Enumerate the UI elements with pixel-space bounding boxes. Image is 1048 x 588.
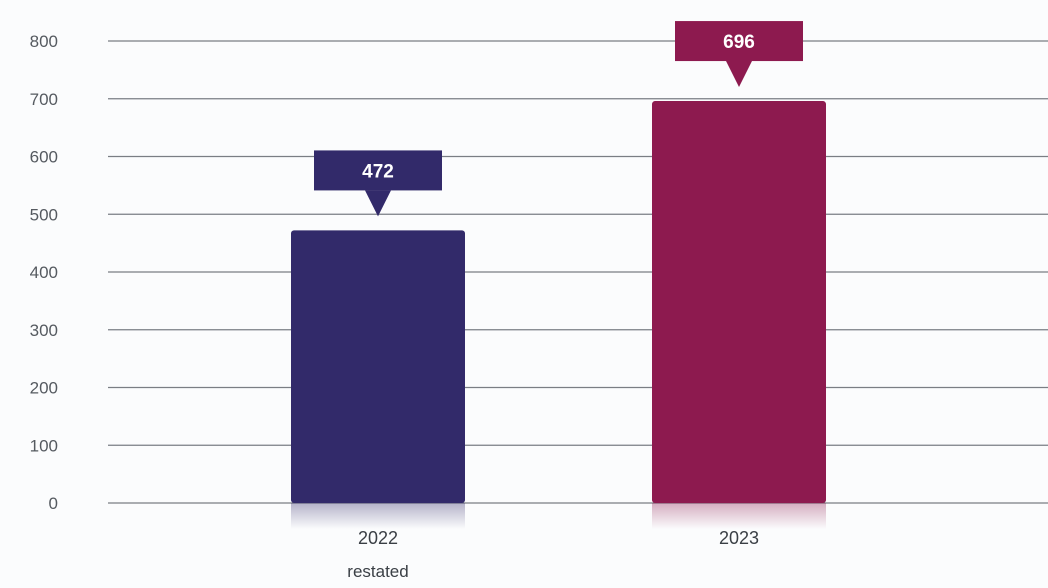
callout-box (314, 150, 442, 191)
x-axis-ticks: 2022 restated 2023 (347, 528, 759, 581)
callout-box (675, 21, 803, 62)
y-tick-label: 800 (30, 32, 58, 51)
y-tick-label: 100 (30, 436, 58, 455)
bar-2022 (291, 230, 465, 504)
y-tick-label: 0 (49, 494, 58, 513)
y-tick-label: 700 (30, 90, 58, 109)
x-tick-label: 2022 (358, 528, 398, 548)
x-tick-label: 2023 (719, 528, 759, 548)
gridlines (108, 40, 1048, 504)
x-tick-sublabel: restated (347, 562, 408, 581)
data-label: 472 (362, 161, 394, 182)
data-labels: 472 696 (314, 21, 803, 217)
callout-pointer (726, 61, 752, 88)
data-label-callout: 472 (314, 150, 442, 217)
bars (291, 101, 826, 529)
data-label: 696 (723, 32, 755, 53)
bar-2023 (652, 101, 826, 503)
data-label-callout: 696 (675, 21, 803, 88)
bar-reflection (652, 503, 826, 529)
y-axis-ticks: 0 100 200 300 400 500 600 700 800 (30, 32, 58, 513)
y-tick-label: 500 (30, 205, 58, 224)
bar-reflection (291, 503, 465, 529)
y-tick-label: 200 (30, 379, 58, 398)
callout-pointer (365, 190, 391, 217)
y-tick-label: 400 (30, 263, 58, 282)
y-tick-label: 300 (30, 321, 58, 340)
y-tick-label: 600 (30, 148, 58, 167)
